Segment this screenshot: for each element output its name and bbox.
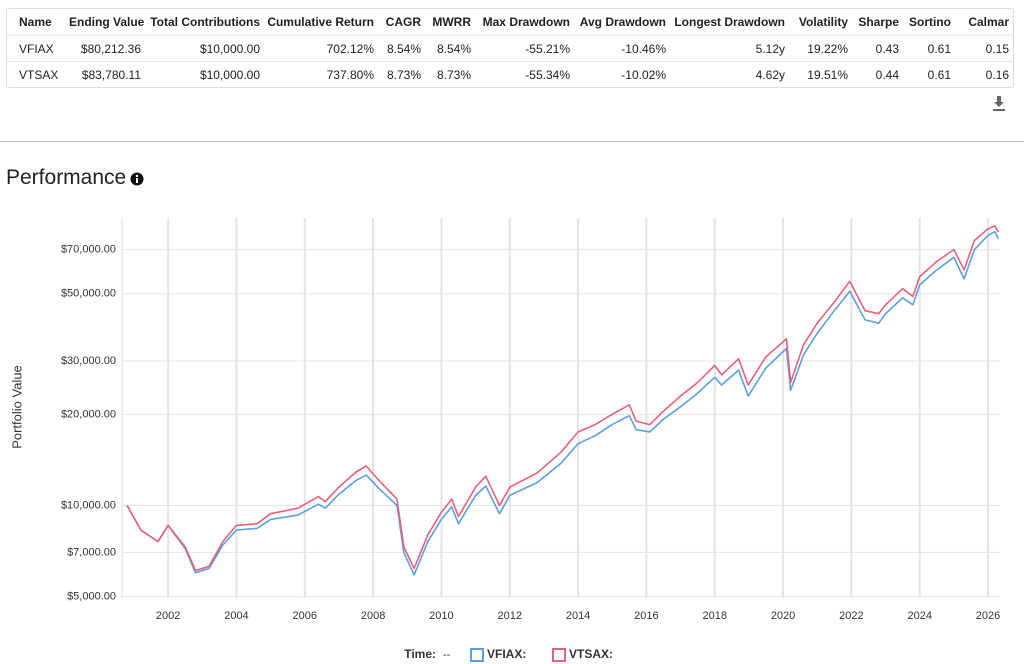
column-header: Max Drawdown: [482, 15, 570, 29]
x-tick-label: 2024: [907, 610, 931, 622]
x-tick-label: 2004: [224, 610, 248, 622]
x-tick-label: 2018: [702, 610, 726, 622]
table-cell: $80,212.36: [67, 35, 145, 62]
legend-entry: VFIAX:: [487, 647, 526, 661]
column-header: MWRR: [432, 15, 471, 29]
table-cell: -55.34%: [475, 61, 574, 87]
column-header: Ending Value: [69, 15, 145, 29]
table-cell: VFIAX: [7, 35, 67, 62]
section-title: Performance: [6, 166, 127, 189]
table-cell: $10,000.00: [145, 35, 264, 62]
table-cell: 0.15: [955, 35, 1013, 62]
x-tick-label: 2002: [156, 610, 180, 622]
x-tick-label: 2012: [498, 610, 522, 622]
column-header: Cumulative Return: [267, 15, 374, 29]
table-cell: -55.21%: [475, 35, 574, 62]
y-tick-label: $20,000.00: [61, 408, 116, 420]
table-cell: 0.43: [852, 35, 903, 62]
column-header: CAGR: [385, 15, 421, 29]
y-axis-title: Portfolio Value: [9, 365, 24, 449]
y-tick-label: $10,000.00: [61, 499, 116, 511]
column-header: Calmar: [968, 15, 1009, 29]
legend-swatch: [552, 648, 566, 662]
table-cell: 737.80%: [264, 61, 378, 87]
x-tick-label: 2016: [634, 610, 658, 622]
x-tick-label: 2006: [293, 610, 317, 622]
table-cell: 8.54%: [425, 35, 475, 62]
legend-swatch: [470, 648, 484, 662]
y-tick-label: $5,000.00: [67, 591, 116, 603]
legend-entry: VTSAX:: [569, 647, 613, 661]
table-cell: $10,000.00: [145, 61, 264, 87]
divider: [0, 141, 1024, 142]
series-line: [126, 230, 1000, 576]
table-cell: 702.12%: [264, 35, 378, 62]
info-icon[interactable]: [130, 172, 144, 186]
x-tick-label: 2014: [566, 610, 590, 622]
table-cell: 0.44: [852, 61, 903, 87]
y-tick-label: $70,000.00: [61, 243, 116, 255]
x-tick-label: 2022: [839, 610, 863, 622]
table-cell: 0.16: [955, 61, 1013, 87]
download-icon[interactable]: [993, 96, 1005, 111]
table-cell: 19.22%: [789, 35, 852, 62]
table-cell: VTSAX: [7, 61, 67, 87]
table-cell: 8.73%: [378, 61, 425, 87]
metrics-table: Name Ending Value Total Contributions Cumul…: [7, 9, 1013, 87]
metrics-table-box: Name Ending Value Total Contributions Cumul…: [6, 8, 1014, 88]
column-header: Sharpe: [858, 15, 899, 29]
column-header: Avg Drawdown: [579, 15, 666, 29]
table-cell: 8.54%: [378, 35, 425, 62]
x-tick-label: 2010: [429, 610, 453, 622]
x-tick-label: 2020: [771, 610, 795, 622]
table-cell: 19.51%: [789, 61, 852, 87]
table-cell: -10.46%: [574, 35, 670, 62]
table-row: VFIAX $80,212.36 $10,000.00 702.12% 8.54% 8.5…: [7, 35, 1013, 62]
column-header: Longest Drawdown: [674, 15, 785, 29]
column-header: Sortino: [909, 15, 951, 29]
legend-value: --: [443, 649, 451, 661]
column-header: Volatility: [798, 15, 848, 29]
table-cell: 8.73%: [425, 61, 475, 87]
table-cell: 4.62y: [670, 61, 789, 87]
x-tick-label: 2026: [976, 610, 1000, 622]
header-row: Name Ending Value Total Contributions Cumul…: [7, 9, 1013, 36]
column-header: Name: [19, 15, 52, 29]
legend-label: Time:: [404, 647, 436, 661]
table-cell: $83,780.11: [67, 61, 145, 87]
x-tick-label: 2008: [361, 610, 385, 622]
column-header: Total Contributions: [150, 15, 260, 29]
table-row: VTSAX $83,780.11 $10,000.00 737.80% 8.73% 8.7…: [7, 61, 1013, 87]
series-line: [126, 225, 999, 572]
table-cell: 0.61: [903, 35, 955, 62]
y-tick-label: $7,000.00: [67, 546, 116, 558]
table-cell: 0.61: [903, 61, 955, 87]
y-tick-label: $30,000.00: [61, 355, 116, 367]
y-tick-label: $50,000.00: [61, 288, 116, 300]
table-cell: -10.02%: [574, 61, 670, 87]
table-cell: 5.12y: [670, 35, 789, 62]
